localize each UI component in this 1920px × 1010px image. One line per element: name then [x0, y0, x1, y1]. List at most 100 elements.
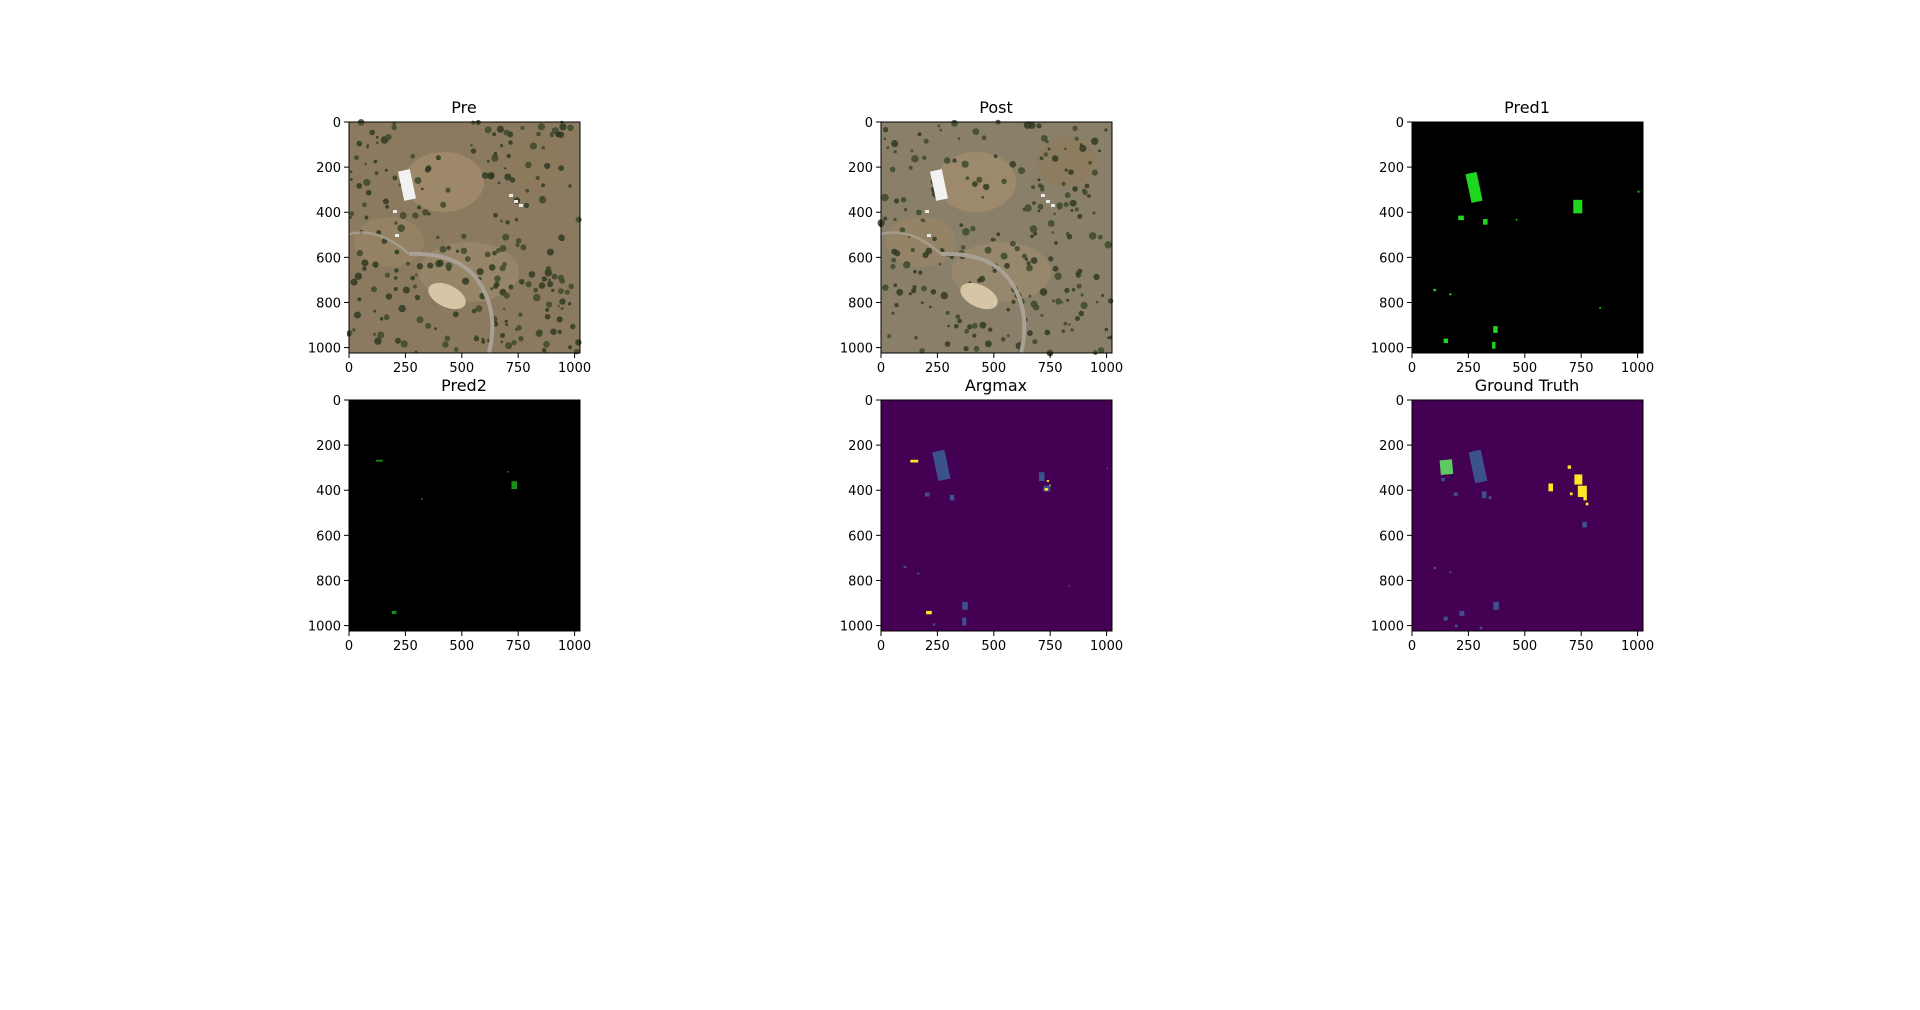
tree: [356, 249, 364, 257]
tree: [356, 183, 363, 189]
argmax-class-blue: [903, 565, 907, 569]
x-tick-label: 750: [506, 361, 531, 376]
tree: [505, 342, 513, 350]
tree: [518, 336, 524, 342]
tree: [491, 154, 499, 162]
tree: [394, 249, 400, 255]
tree: [373, 309, 377, 313]
tree: [967, 324, 973, 330]
tree: [927, 250, 932, 255]
argmax-class-yellow: [910, 459, 919, 463]
tree: [523, 202, 530, 208]
bare-ground: [1036, 137, 1096, 187]
tree: [1053, 212, 1056, 216]
tree: [481, 337, 485, 341]
tree: [365, 189, 372, 196]
tree: [550, 328, 557, 335]
x-tick-label: 750: [506, 639, 531, 654]
road: [408, 251, 495, 354]
argmax-class-yellow: [1044, 487, 1048, 491]
tree: [1075, 316, 1080, 321]
tree: [502, 233, 510, 241]
tree: [922, 155, 927, 160]
small-building: [395, 234, 399, 237]
panel-pre: Pre 0 250 500 750 1000 0 200 400 600 800 1000: [308, 98, 591, 376]
y-tick-label: 200: [316, 439, 341, 454]
tree: [494, 281, 500, 287]
tree: [484, 126, 492, 134]
argmax-mask: [881, 400, 1112, 631]
cleared-pad: [960, 282, 998, 310]
pred1-detection: [1443, 338, 1449, 344]
tree: [500, 333, 505, 338]
tree: [938, 262, 942, 266]
tree: [416, 263, 424, 270]
tree: [470, 148, 477, 154]
y-tick-label: 200: [1379, 439, 1404, 454]
x-tick-label: 250: [393, 639, 418, 654]
tree: [473, 336, 480, 342]
tree: [1088, 232, 1097, 240]
tree: [1040, 135, 1048, 142]
tree: [484, 251, 491, 258]
tree: [1024, 257, 1029, 261]
argmax-class-blue: [962, 617, 967, 626]
tree: [356, 140, 363, 147]
panel-ground-truth: Ground Truth 0 250 500 750 1000 0 200 400 600 800…: [1371, 376, 1654, 654]
tree: [1045, 139, 1049, 144]
tree: [364, 162, 368, 166]
building: [930, 169, 948, 201]
tree: [910, 247, 915, 253]
tree: [551, 273, 558, 280]
tree: [471, 120, 476, 125]
tree: [972, 128, 980, 135]
tree: [1040, 184, 1045, 189]
pred1-detection: [1465, 171, 1483, 203]
tree: [493, 212, 498, 218]
tree: [559, 298, 566, 305]
tree: [505, 220, 510, 225]
tree: [882, 284, 889, 291]
tree: [886, 146, 890, 150]
tree: [932, 236, 937, 242]
ground-truth-class-blue: [1449, 571, 1452, 574]
tree: [461, 233, 467, 239]
tree: [575, 216, 582, 223]
tree: [427, 212, 431, 216]
pred2-detection: [506, 471, 509, 473]
tree: [972, 181, 978, 187]
argmax-class-blue: [932, 623, 936, 626]
tree: [939, 128, 943, 132]
small-building: [1046, 200, 1050, 203]
tree: [1101, 294, 1104, 297]
tree: [1072, 186, 1078, 192]
small-building: [514, 200, 518, 203]
tree: [414, 273, 418, 277]
ground-truth-class-blue: [1433, 566, 1437, 570]
tree: [543, 341, 550, 348]
tree: [503, 129, 510, 136]
tree: [541, 183, 546, 188]
panel-title: Ground Truth: [1475, 376, 1580, 395]
argmax-class-blue: [1106, 467, 1109, 470]
tree: [891, 140, 899, 148]
tree: [405, 261, 410, 266]
argmax-class-blue: [1068, 584, 1070, 587]
ground-truth-mask: [1412, 400, 1643, 631]
tree: [377, 331, 385, 339]
tree: [912, 285, 917, 290]
ground-truth-class-blue: [1453, 492, 1458, 496]
tree: [564, 289, 570, 295]
tree: [384, 272, 390, 278]
tree: [568, 283, 574, 290]
y-tick-label: 1000: [1371, 342, 1404, 357]
tree: [1104, 327, 1109, 332]
tree: [537, 123, 545, 131]
tree: [570, 323, 576, 330]
tree: [883, 127, 889, 133]
tree: [993, 238, 996, 242]
tree: [471, 308, 477, 314]
tree: [410, 275, 415, 281]
tree: [381, 238, 388, 244]
x-tick-label: 1000: [1621, 639, 1654, 654]
